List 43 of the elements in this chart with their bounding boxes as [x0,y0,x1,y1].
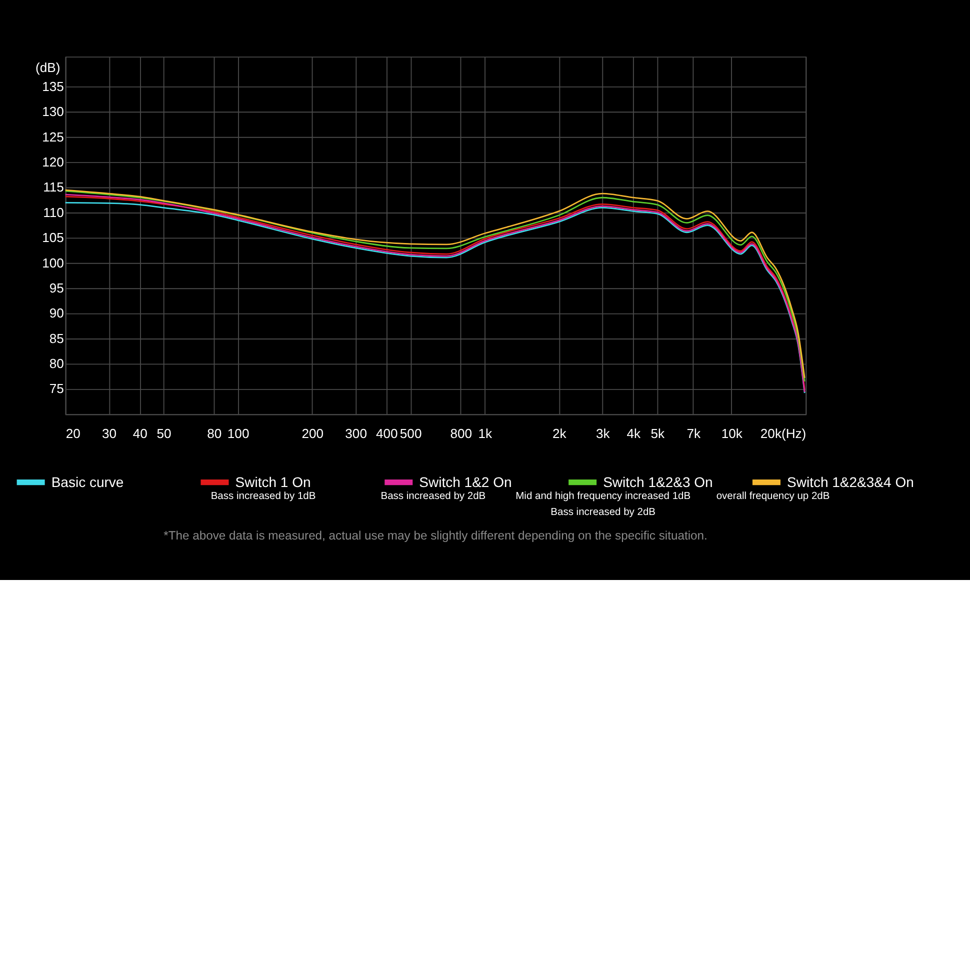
legend-label: Switch 1 On [235,474,311,490]
x-tick-label: 1k [478,426,492,441]
y-axis-title: (dB) [36,60,60,76]
legend-label: Basic curve [51,474,124,490]
x-tick-label: 4k [626,426,642,441]
x-tick-label: 10k [721,426,743,441]
y-tick-label: 105 [42,230,64,246]
legend-label: Switch 1&2 On [419,474,512,490]
x-tick-label: 7k [686,426,702,441]
x-tick-label: 400 [376,426,398,441]
y-tick-label: 80 [49,356,64,372]
legend-label: Switch 1&2&3 On [603,474,713,490]
y-tick-label: 100 [42,255,64,270]
y-tick-label: 85 [49,330,64,346]
legend-label: Switch 1&2&3&4 On [787,474,914,490]
x-tick-label: 20 [66,426,80,441]
y-tick-label: 125 [42,129,64,144]
x-tick-label: 500 [400,426,422,441]
x-tick-label: 100 [227,426,250,441]
x-tick-label: 3k [596,426,610,441]
x-tick-label: 80 [207,426,222,441]
text: Mid and high frequency increased 1dB Bass increased by 2dB [516,491,691,518]
text: *The above data is measured, actual use may be slightly different depending on the specific situation. [164,528,708,542]
x-tick-label: 2k [552,426,567,441]
y-tick-label: 110 [43,204,64,220]
y-tick-label: 75 [49,381,64,396]
y-tick-label: 95 [49,280,64,296]
x-tick-label: 300 [345,426,367,441]
x-tick-label: 50 [156,426,172,441]
text: Bass increased by 2dB [380,491,486,502]
text: overall frequency up 2dB [716,491,830,502]
y-tick-label: 115 [43,180,64,195]
y-tick-label: 130 [42,104,64,120]
y-tick-label: 135 [42,79,64,94]
y-tick-label: 120 [42,154,64,170]
x-tick-label: 20k(Hz) [760,426,806,441]
x-tick-label: 40 [132,426,148,441]
x-tick-label: 5k [650,426,665,441]
x-tick-label: 800 [450,426,472,441]
x-tick-label: 200 [302,426,324,441]
y-tick-label: 90 [49,306,64,321]
text: Bass increased by 1dB [210,491,316,502]
x-tick-label: 30 [102,426,117,441]
